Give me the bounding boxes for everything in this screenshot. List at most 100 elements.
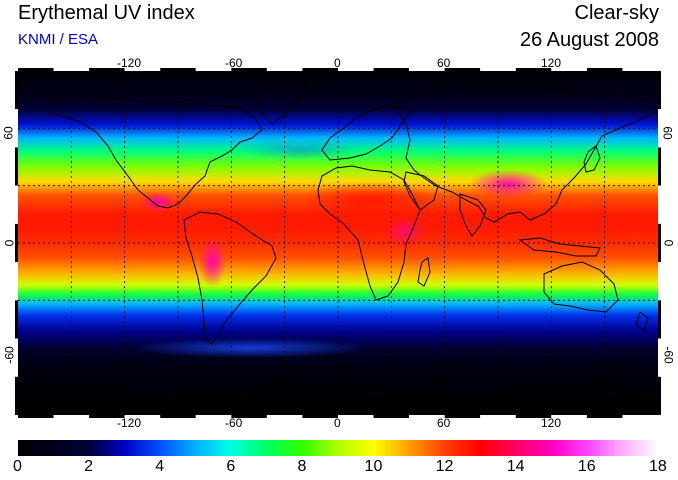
frame-bar-segment [658, 185, 661, 224]
sahara-warm [300, 182, 440, 218]
frame-bar-segment [231, 415, 267, 418]
frame-bar-segment [15, 223, 18, 263]
coast-greenland [255, 77, 306, 125]
coast-new-zealand [635, 311, 649, 331]
frame-bar-segment [480, 415, 516, 418]
lat-label-right: 60 [660, 126, 675, 140]
frame-bar-segment [15, 71, 18, 110]
frame-bar-segment [373, 415, 410, 418]
coast-africa [317, 165, 421, 301]
frame-scale-bars [15, 68, 661, 418]
sky-condition: Clear-sky [574, 2, 659, 24]
coast-arabia [403, 171, 439, 211]
coast-australia [543, 261, 619, 313]
frame-bar-segment [302, 415, 338, 418]
coast-india [459, 193, 487, 237]
frame-bar-segment [15, 262, 18, 301]
frame-bar-segment [231, 68, 267, 71]
coast-madagascar [417, 257, 431, 287]
lat-label-right: 0 [661, 239, 676, 247]
frame-bar-segment [622, 68, 658, 71]
coast-japan [583, 145, 601, 173]
frame-bar-segment [409, 415, 445, 418]
frame-bar-segment [15, 147, 18, 186]
frame-bar-segment [338, 68, 374, 71]
lon-label-bottom: 60 [437, 416, 451, 430]
mexico-hotspot [140, 192, 176, 212]
colorbar-label: 16 [577, 458, 596, 475]
frame-bar-segment [53, 68, 90, 71]
frame-bar-segment [658, 338, 661, 377]
colorbar-label: 8 [297, 458, 307, 475]
lon-label-bottom: -60 [225, 416, 243, 430]
lon-label-top: -60 [225, 56, 243, 70]
frame-bar-segment [15, 300, 18, 339]
data-source: KNMI / ESA [18, 31, 99, 48]
colorbar-label: 12 [435, 458, 454, 475]
frame-bar-segment [658, 300, 661, 339]
frame-bar-segment [195, 415, 232, 418]
frame-bar-segment [373, 68, 410, 71]
lon-label-bottom: 0 [334, 416, 341, 430]
lat-label-left: -60 [2, 346, 17, 364]
lon-label-bottom: -120 [117, 416, 142, 430]
colorbar [18, 440, 658, 456]
frame-bar-segment [658, 262, 661, 301]
map-title: Erythemal UV index [18, 2, 195, 24]
frame-bar-segment [302, 68, 338, 71]
frame-bar-segment [658, 109, 661, 148]
southern-ocean-dip [130, 338, 370, 358]
frame-bar-segment [266, 415, 303, 418]
frame-bar-segment [15, 185, 18, 224]
frame-bar-segment [338, 415, 374, 418]
frame-bar-segment [160, 68, 196, 71]
frame-bar-segment [658, 376, 661, 415]
frame-bar-segment [53, 415, 90, 418]
colorbar-label: 10 [364, 458, 383, 475]
map-date: 26 August 2008 [519, 29, 659, 51]
frame-bar-segment [124, 415, 161, 418]
frame-bar-segment [409, 68, 445, 71]
frame-bar-segment [18, 68, 54, 71]
frame-bar-segment [89, 68, 125, 71]
frame-bar-segment [658, 223, 661, 263]
coast-antarctica [18, 395, 658, 405]
coast-south-america [183, 211, 277, 345]
colorbar-label: 18 [649, 458, 667, 475]
coastlines [18, 77, 658, 405]
frame-bar-segment [658, 147, 661, 186]
colorbar-label: 6 [226, 458, 236, 475]
coast-europe [321, 103, 411, 161]
frame-bar-segment [15, 338, 18, 377]
frame-bar-segment [480, 68, 516, 71]
lon-label-top: -120 [117, 56, 142, 70]
frame-bar-segment [586, 68, 623, 71]
tibet-hotspot [468, 170, 548, 198]
lon-label-top: 60 [437, 56, 451, 70]
lon-label-bottom: 120 [541, 416, 562, 430]
coast-indonesia [518, 237, 601, 257]
frame-bar-segment [551, 415, 587, 418]
frame-bar-segment [658, 71, 661, 110]
colorbar-label: 0 [13, 458, 22, 475]
frame-bar-segment [15, 376, 18, 415]
north-atlantic-dip [240, 140, 360, 160]
africa-warm [383, 216, 427, 248]
graticule [18, 71, 658, 415]
frame-bar-segment [515, 415, 552, 418]
lon-label-top: 0 [334, 56, 341, 70]
frame-bar-segment [89, 415, 125, 418]
frame-bar-segment [444, 415, 481, 418]
frame-bar-segment [195, 68, 232, 71]
andes-hotspot [198, 236, 226, 288]
lat-label-right: -60 [661, 346, 676, 364]
lat-label-left: 60 [1, 126, 16, 140]
lon-label-top: 120 [541, 56, 562, 70]
colorbar-label: 2 [84, 458, 94, 475]
frame-bar-segment [160, 415, 196, 418]
frame-bar-segment [586, 415, 623, 418]
frame-bar-segment [266, 68, 303, 71]
frame-bar-segment [551, 68, 587, 71]
coast-asia [391, 85, 657, 223]
